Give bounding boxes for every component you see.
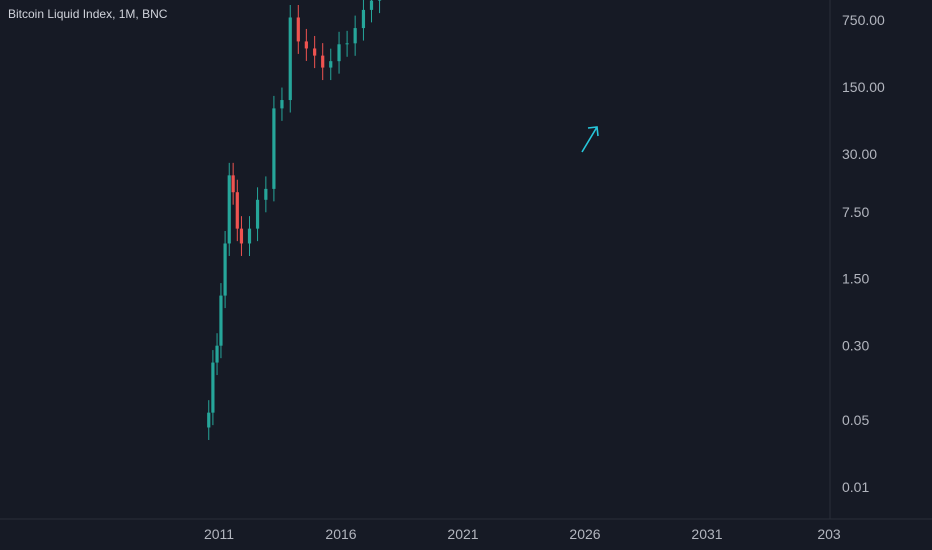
candle-body: [227, 175, 231, 244]
candle-body: [288, 17, 292, 101]
x-tick-label: 2026: [569, 526, 600, 542]
candle-body: [211, 362, 215, 413]
y-tick-label: 1.50: [842, 271, 869, 287]
candle-body: [215, 345, 219, 363]
candle-body: [223, 243, 227, 296]
candle-body: [255, 199, 260, 229]
candle-body: [345, 43, 349, 45]
candle-body: [235, 192, 239, 229]
candle-body: [361, 9, 366, 29]
x-tick-label: 2031: [691, 526, 722, 542]
candle-body: [353, 28, 357, 44]
chart-title: Bitcoin Liquid Index, 1M, BNC: [8, 7, 168, 21]
candle-body: [219, 295, 223, 346]
candle-body: [247, 228, 252, 244]
candle-body: [329, 61, 333, 68]
y-tick-label: 150.00: [842, 79, 885, 95]
candle-body: [313, 48, 317, 56]
candle-body: [304, 41, 308, 49]
x-tick-label: 2011: [204, 526, 234, 542]
arrow-shaft: [581, 126, 598, 153]
y-tick-label: 0.01: [842, 479, 869, 495]
y-tick-label: 750.00: [842, 12, 885, 28]
y-tick-label: 7.50: [842, 204, 869, 220]
candle-body: [272, 108, 276, 189]
candle-body: [264, 188, 268, 200]
candle-body: [377, 0, 382, 1]
x-tick-label: 2016: [325, 526, 356, 542]
candle-body: [321, 55, 325, 68]
candle-body: [280, 100, 284, 109]
x-tick-label: 2021: [447, 526, 478, 542]
y-tick-label: 30.00: [842, 146, 877, 162]
y-tick-label: 0.30: [842, 338, 869, 354]
candle-body: [296, 17, 300, 42]
candle-body: [337, 44, 341, 62]
y-tick-label: 0.05: [842, 412, 869, 428]
arrow-head: [587, 126, 599, 137]
candle-body: [231, 175, 235, 193]
candle-body: [239, 228, 244, 244]
x-tick-label: 203: [817, 526, 841, 542]
candle-body: [369, 0, 374, 10]
candle-body: [207, 412, 211, 428]
